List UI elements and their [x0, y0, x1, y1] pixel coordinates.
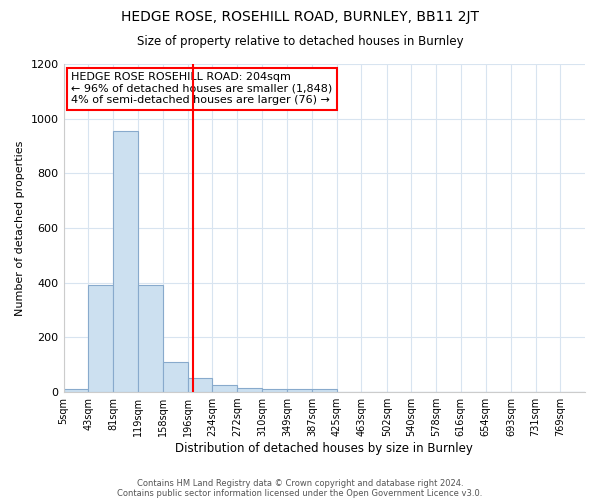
- Bar: [188, 378, 212, 392]
- X-axis label: Distribution of detached houses by size in Burnley: Distribution of detached houses by size …: [175, 442, 473, 455]
- Bar: [137, 286, 163, 392]
- Text: Contains HM Land Registry data © Crown copyright and database right 2024.: Contains HM Land Registry data © Crown c…: [137, 478, 463, 488]
- Bar: [287, 390, 312, 392]
- Text: HEDGE ROSE, ROSEHILL ROAD, BURNLEY, BB11 2JT: HEDGE ROSE, ROSEHILL ROAD, BURNLEY, BB11…: [121, 10, 479, 24]
- Bar: [88, 286, 113, 392]
- Text: Contains public sector information licensed under the Open Government Licence v3: Contains public sector information licen…: [118, 488, 482, 498]
- Text: Size of property relative to detached houses in Burnley: Size of property relative to detached ho…: [137, 35, 463, 48]
- Bar: [262, 390, 287, 392]
- Bar: [312, 390, 337, 392]
- Bar: [113, 131, 137, 392]
- Bar: [64, 390, 88, 392]
- Bar: [212, 385, 237, 392]
- Bar: [163, 362, 188, 392]
- Text: HEDGE ROSE ROSEHILL ROAD: 204sqm
← 96% of detached houses are smaller (1,848)
4%: HEDGE ROSE ROSEHILL ROAD: 204sqm ← 96% o…: [71, 72, 332, 106]
- Y-axis label: Number of detached properties: Number of detached properties: [15, 140, 25, 316]
- Bar: [237, 388, 262, 392]
